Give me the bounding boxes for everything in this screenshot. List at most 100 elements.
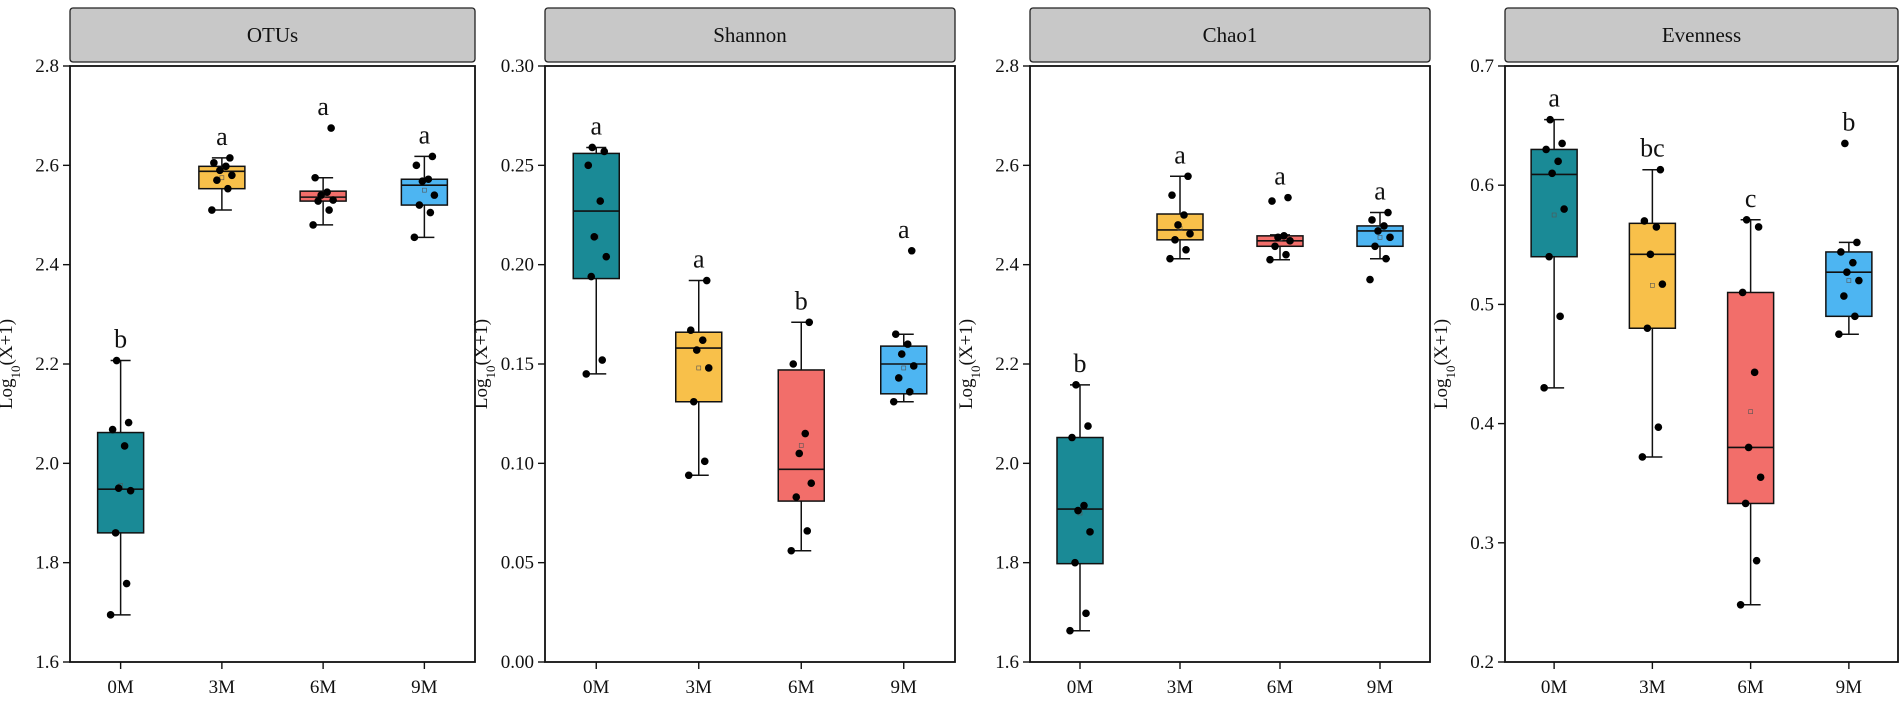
x-tick-label: 6M [1267, 677, 1294, 698]
mean-marker [1377, 235, 1383, 240]
data-point [106, 611, 115, 619]
data-point [805, 318, 814, 327]
data-point [1646, 250, 1655, 259]
data-point [1080, 501, 1088, 510]
significance-letter: bc [1640, 134, 1665, 163]
box-0M: 0M a [1530, 84, 1578, 698]
significance-letter: a [1374, 177, 1386, 206]
data-point [1168, 191, 1176, 199]
data-point [1545, 252, 1553, 261]
significance-letter: a [1274, 162, 1286, 191]
significance-letter: b [1074, 349, 1087, 378]
y-tick-label: 0.10 [501, 453, 534, 474]
data-point [803, 527, 812, 535]
data-point [1752, 556, 1761, 565]
data-point [584, 161, 593, 170]
iqr-box [1530, 148, 1578, 258]
y-tick-label: 0.30 [501, 56, 534, 77]
facet-title: Shannon [713, 23, 787, 47]
data-point [410, 233, 419, 242]
data-point [1082, 609, 1090, 618]
data-point [329, 196, 337, 204]
box-3M: 3M a [1156, 140, 1204, 698]
data-point [1374, 227, 1382, 235]
box-0M: 0M b [96, 325, 145, 698]
data-point [596, 197, 605, 205]
data-point [1558, 139, 1566, 148]
significance-letter: b [795, 286, 808, 315]
iqr-box [96, 431, 145, 534]
data-point [698, 336, 707, 344]
data-point [1280, 232, 1288, 240]
y-tick-label: 0.5 [1470, 294, 1494, 315]
plot-frame [1029, 65, 1431, 663]
mean-marker [696, 365, 702, 371]
data-point [1855, 276, 1863, 285]
data-point [1166, 254, 1174, 263]
panel-chao1: Chao1 1.6 1.8 2.0 2.2 2.4 2.6 2.8 Log10(X+1) 0M b 3… [956, 7, 1431, 698]
data-point [1384, 208, 1392, 217]
data-point [686, 326, 695, 335]
data-point [894, 374, 903, 382]
x-tick-label: 0M [1067, 677, 1094, 698]
data-point [1184, 172, 1192, 181]
facet-strip [1504, 7, 1899, 63]
y-tick-label: 0.6 [1470, 175, 1494, 196]
data-point [1182, 245, 1190, 254]
data-point [216, 166, 224, 175]
data-point [1380, 222, 1388, 230]
x-tick-label: 0M [1541, 677, 1568, 698]
data-point [112, 356, 121, 365]
data-point [1186, 230, 1194, 238]
significance-letter: c [1745, 184, 1757, 213]
y-tick-label: 1.6 [35, 652, 59, 673]
box-9M: 9M a [1356, 177, 1404, 698]
mean-marker [1748, 409, 1753, 414]
data-point [590, 233, 599, 241]
box-3M: 3M bc [1628, 134, 1677, 698]
data-point [122, 579, 131, 588]
data-point [1835, 330, 1843, 339]
y-tick-label: 2.2 [995, 354, 1019, 375]
data-point [1386, 233, 1394, 242]
x-tick-label: 9M [891, 677, 918, 698]
y-axis-label: Log10(X+1) [1431, 319, 1458, 409]
data-point [108, 425, 117, 434]
y-tick-label: 0.7 [1470, 56, 1494, 77]
data-point [309, 221, 317, 229]
box-0M: 0M a [572, 111, 620, 698]
data-point [897, 350, 906, 358]
y-tick-label: 2.4 [995, 255, 1019, 276]
data-point [1744, 443, 1753, 452]
data-point [415, 201, 424, 209]
y-axis-label: Log10(X+1) [0, 319, 23, 409]
data-point [222, 162, 230, 171]
data-point [787, 546, 796, 555]
data-point [801, 429, 810, 438]
data-point [1174, 221, 1182, 229]
data-point [1371, 242, 1379, 251]
data-point [1837, 248, 1845, 256]
data-point [412, 161, 421, 170]
facet-strip [69, 7, 476, 63]
data-point [1658, 280, 1667, 288]
data-point [792, 493, 801, 501]
data-point [1843, 268, 1851, 277]
data-point [1066, 626, 1074, 635]
data-point [325, 206, 333, 214]
data-point [1382, 254, 1390, 263]
x-tick-label: 6M [788, 677, 815, 698]
box-9M: 9M a [880, 215, 928, 698]
data-point [311, 173, 319, 182]
data-point [700, 457, 709, 466]
y-tick-label: 0.05 [501, 553, 534, 574]
data-point [1071, 558, 1079, 567]
data-point [1640, 217, 1649, 225]
plot-frame [69, 65, 476, 663]
y-tick-label: 2.0 [35, 453, 59, 474]
y-tick-label: 0.00 [501, 652, 534, 673]
data-point [1853, 238, 1861, 247]
data-point [424, 175, 433, 184]
data-point [1738, 288, 1747, 297]
